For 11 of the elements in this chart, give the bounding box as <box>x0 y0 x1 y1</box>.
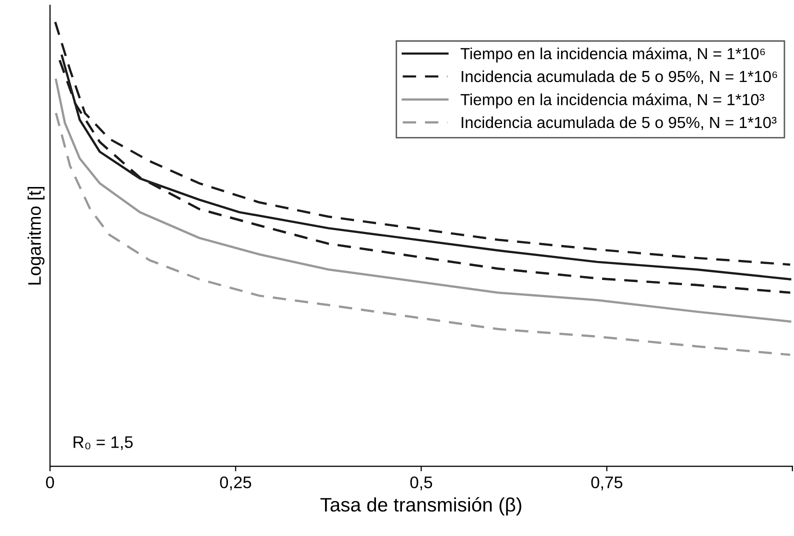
y-axis-title: Logaritmo [t] <box>28 186 44 285</box>
x-tick-label: 0 <box>46 476 54 488</box>
x-tick-label: 0,25 <box>220 476 252 490</box>
annotation: R₀ = 1,5 <box>74 436 133 450</box>
legend-label: Incidencia acumulada de 5 o 95%, N = 1*10⁶ <box>462 70 778 84</box>
x-tick-label: 0,75 <box>591 476 622 490</box>
x-axis-title: Tasa de transmisión (β) <box>320 497 522 516</box>
legend-label: Tiempo en la incidencia máxima, N = 1*10³ <box>460 93 764 108</box>
legend-label: Incidencia acumulada de 5 o 95%, N = 1*10³ <box>462 116 776 130</box>
legend-label: Tiempo en la incidencia máxima, N = 1*10⁶ <box>460 47 765 62</box>
x-tick-label: 0,5 <box>410 476 432 490</box>
